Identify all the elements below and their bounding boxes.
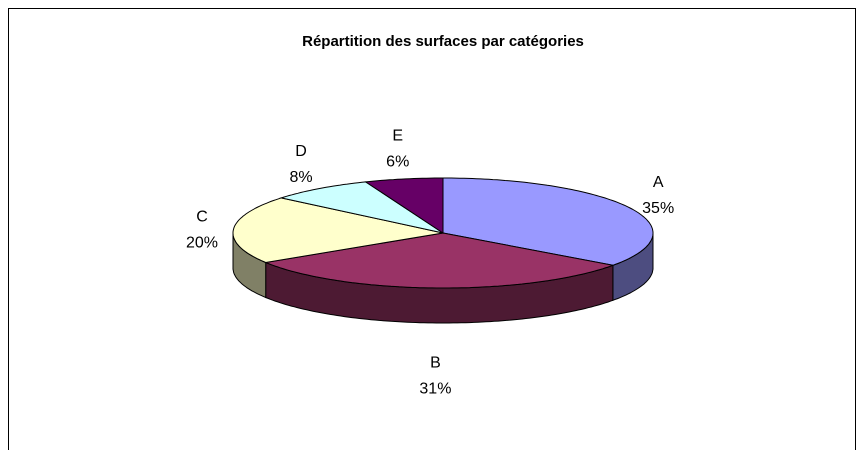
data-label-value: 31% xyxy=(419,380,451,397)
slice xyxy=(364,177,444,234)
data-label: D 8% xyxy=(289,143,312,186)
data-label-category: C xyxy=(196,208,208,225)
data-label-category: A xyxy=(653,174,664,191)
chart-title: Répartition des surfaces par catégories xyxy=(302,33,584,50)
chart-frame xyxy=(8,8,856,450)
data-label: C 20% xyxy=(186,208,218,251)
data-label-value: 35% xyxy=(642,200,674,217)
data-label-value: 8% xyxy=(289,169,312,186)
data-label: B 31% xyxy=(419,354,451,397)
slice xyxy=(263,232,615,289)
slice xyxy=(232,197,444,264)
data-label-category: D xyxy=(295,143,307,160)
data-label: E 6% xyxy=(386,128,409,171)
slice xyxy=(442,177,654,266)
data-label-value: 6% xyxy=(386,154,409,171)
slice xyxy=(279,181,444,234)
data-label: A 35% xyxy=(642,174,674,217)
data-label-category: B xyxy=(430,354,441,371)
data-label-value: 20% xyxy=(186,234,218,251)
data-label-category: E xyxy=(392,128,403,145)
